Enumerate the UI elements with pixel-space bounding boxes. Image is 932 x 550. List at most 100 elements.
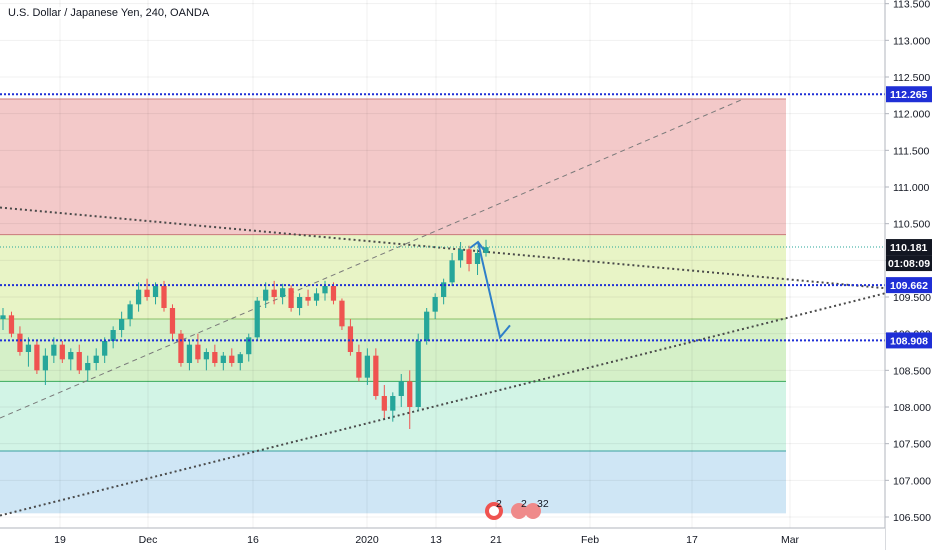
price-tick-label: 108.500 (893, 365, 931, 377)
candle-body (220, 355, 226, 363)
event-count-label: 2 (496, 498, 502, 510)
candle-body (407, 381, 413, 407)
candle-body (85, 363, 91, 371)
price-tick-label: 110.500 (893, 219, 930, 231)
candle-body (42, 355, 48, 371)
candle-body (415, 341, 421, 407)
price-tick-label: 112.000 (893, 109, 930, 121)
candle-body (178, 333, 184, 363)
candle-body (68, 352, 74, 360)
candle-body (59, 344, 65, 360)
price-tick-label: 106.500 (893, 512, 931, 524)
candle-body (34, 344, 40, 371)
price-tick-label: 111.500 (893, 145, 930, 157)
symbol-title: U.S. Dollar / Japanese Yen, 240, OANDA (6, 7, 212, 19)
candle-body (110, 330, 116, 341)
zone-band (0, 451, 786, 514)
event-marker-inner (489, 506, 499, 516)
candle-body (8, 315, 15, 334)
level-badge: 112.265 (890, 89, 928, 101)
last-price-badge-bg (886, 239, 932, 256)
trendline[interactable] (0, 206, 886, 290)
level-badge-bg (886, 277, 932, 294)
candle-body (76, 352, 82, 371)
level-badge: 108.908 (890, 335, 928, 347)
candle-body (483, 247, 489, 253)
price-tick-label: 109.500 (893, 292, 931, 304)
candle-body (398, 381, 404, 396)
event-count-label: 2 (521, 498, 527, 510)
flag-icon[interactable] (525, 503, 541, 519)
candle-body (254, 300, 260, 338)
candle-body (17, 333, 23, 352)
candle-body (135, 289, 142, 305)
candle-body (93, 355, 99, 363)
candle-body (119, 319, 125, 330)
candle-body (466, 249, 472, 264)
level-badge-bg (886, 86, 932, 103)
price-tick-label: 111.000 (893, 182, 930, 194)
candle-body (449, 260, 455, 283)
candle-body (237, 354, 243, 363)
candle-body (305, 297, 311, 301)
time-tick-label: 2020 (355, 534, 379, 546)
candle-body (0, 315, 6, 319)
trendline[interactable] (0, 292, 886, 517)
event-count-label: 32 (537, 498, 549, 510)
candle-body (25, 344, 32, 352)
price-tick-label: 107.000 (893, 475, 931, 487)
time-tick-label: Mar (781, 534, 800, 546)
price-tick-label: 112.500 (893, 72, 930, 84)
candle-body (195, 344, 201, 360)
zone-band (0, 319, 786, 382)
candle-body (474, 253, 481, 264)
candle-body (280, 288, 286, 297)
price-tick-label: 108.000 (893, 402, 931, 414)
candle-body (102, 341, 108, 356)
zone-band (0, 99, 786, 235)
candle-body (347, 326, 354, 352)
candle-body (424, 311, 430, 341)
candle-body (51, 344, 57, 356)
candle-body (322, 286, 328, 294)
time-tick-label: 17 (686, 534, 698, 546)
candle-body (127, 304, 133, 319)
projection-arrow[interactable] (477, 241, 511, 340)
time-tick-label: 13 (430, 534, 442, 546)
candle-body (169, 308, 176, 334)
candle-body (152, 286, 159, 297)
candle-body (288, 288, 294, 308)
candle-body (390, 396, 396, 411)
candle-body (313, 293, 320, 301)
flag-icon[interactable] (511, 503, 527, 519)
time-axis[interactable] (0, 528, 885, 550)
price-tick-label: 113.500 (893, 0, 930, 11)
candle-body (296, 297, 303, 308)
candle-body (381, 396, 387, 411)
candle-body (161, 286, 167, 308)
countdown-bg (886, 255, 932, 272)
candle-body (457, 249, 464, 261)
candle-body (246, 337, 252, 355)
candle-body (339, 300, 345, 327)
candle-body (271, 289, 277, 297)
candle-body (229, 355, 235, 363)
candle-body (186, 344, 193, 363)
candle-body (356, 352, 362, 378)
time-tick-label: 21 (490, 534, 502, 546)
price-tick-label: 107.500 (893, 439, 931, 451)
candle-body (203, 352, 209, 360)
last-price-badge: 110.181 (890, 242, 928, 254)
candle-body (212, 352, 218, 363)
candle-body (441, 282, 447, 297)
level-badge-bg (886, 332, 932, 349)
candle-body (432, 297, 438, 312)
candle-body (364, 355, 370, 378)
time-tick-label: Dec (139, 534, 158, 546)
countdown-timer: 01:08:09 (888, 258, 930, 270)
time-tick-label: 16 (247, 534, 259, 546)
projection-arrow-head (469, 240, 485, 251)
time-tick-label: Feb (581, 534, 599, 546)
